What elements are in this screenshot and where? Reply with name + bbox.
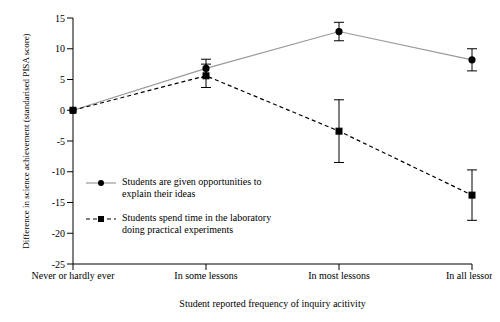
svg-text:15: 15 xyxy=(55,13,65,24)
svg-text:10: 10 xyxy=(55,43,65,54)
svg-text:-25: -25 xyxy=(52,259,65,270)
svg-text:-15: -15 xyxy=(52,197,65,208)
svg-text:In some lessons: In some lessons xyxy=(174,270,237,281)
svg-text:-20: -20 xyxy=(52,228,65,239)
svg-text:Difference in science achievem: Difference in science achievement (stand… xyxy=(21,33,31,248)
svg-text:In most lessons: In most lessons xyxy=(308,270,370,281)
svg-text:Never or hardly ever: Never or hardly ever xyxy=(31,270,115,281)
svg-text:5: 5 xyxy=(60,74,65,85)
svg-text:Student reported frequency of: Student reported frequency of inquiry ac… xyxy=(179,298,365,309)
svg-text:In all lessons: In all lessons xyxy=(446,270,492,281)
svg-text:-5: -5 xyxy=(57,136,65,147)
svg-text:0: 0 xyxy=(60,105,65,116)
svg-text:-10: -10 xyxy=(52,166,65,177)
html-text:Students spend time in the lab: Students spend time in the laboratory do… xyxy=(122,212,272,235)
html-text:Students are given opportuniti: Students are given opportunities to expl… xyxy=(122,176,262,199)
